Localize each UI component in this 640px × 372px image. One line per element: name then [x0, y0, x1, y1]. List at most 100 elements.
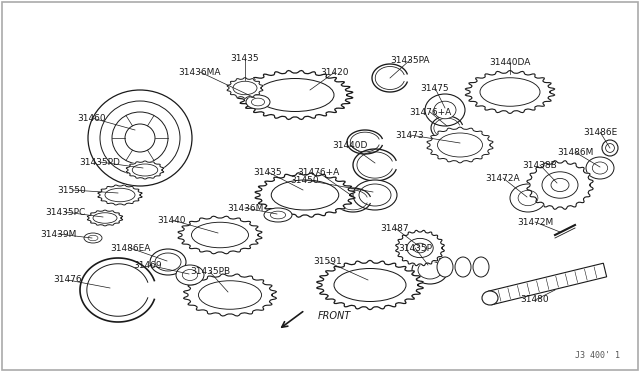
Ellipse shape: [418, 261, 442, 279]
Text: 31476+A: 31476+A: [297, 167, 339, 176]
Ellipse shape: [185, 275, 275, 315]
Polygon shape: [465, 71, 555, 113]
Polygon shape: [178, 216, 262, 254]
Text: 31475: 31475: [420, 83, 449, 93]
Text: 31435PA: 31435PA: [390, 55, 429, 64]
Ellipse shape: [88, 90, 192, 186]
Ellipse shape: [407, 238, 433, 257]
Ellipse shape: [239, 71, 351, 119]
Text: 31472M: 31472M: [517, 218, 553, 227]
Text: 31476: 31476: [54, 276, 83, 285]
Text: 31486M: 31486M: [557, 148, 593, 157]
Polygon shape: [126, 161, 164, 179]
Ellipse shape: [112, 112, 168, 164]
Ellipse shape: [198, 281, 262, 309]
Ellipse shape: [318, 261, 422, 309]
Ellipse shape: [467, 71, 553, 112]
Text: 31435PC: 31435PC: [45, 208, 85, 217]
Ellipse shape: [150, 249, 186, 275]
Ellipse shape: [425, 94, 465, 126]
Ellipse shape: [413, 243, 427, 253]
Polygon shape: [88, 210, 123, 226]
Ellipse shape: [473, 257, 489, 277]
Ellipse shape: [480, 78, 540, 106]
Ellipse shape: [270, 211, 285, 219]
Text: 31435: 31435: [230, 54, 259, 62]
Ellipse shape: [518, 190, 538, 206]
Ellipse shape: [99, 185, 141, 205]
Ellipse shape: [264, 208, 292, 222]
Ellipse shape: [191, 222, 248, 248]
Text: 31450: 31450: [291, 176, 319, 185]
Text: 31435PD: 31435PD: [79, 157, 120, 167]
Text: 31486EA: 31486EA: [110, 244, 150, 253]
Ellipse shape: [271, 180, 339, 210]
Text: 31435P: 31435P: [398, 244, 432, 253]
Ellipse shape: [428, 128, 492, 162]
Ellipse shape: [100, 101, 180, 175]
Text: 31486E: 31486E: [583, 128, 617, 137]
Text: 31440DA: 31440DA: [490, 58, 531, 67]
Ellipse shape: [93, 213, 117, 223]
Polygon shape: [227, 78, 263, 98]
Ellipse shape: [257, 173, 353, 217]
Ellipse shape: [437, 257, 453, 277]
Text: FRONT: FRONT: [318, 311, 351, 321]
Ellipse shape: [176, 265, 204, 285]
Ellipse shape: [155, 253, 181, 271]
Ellipse shape: [434, 101, 456, 119]
Text: 31469: 31469: [134, 260, 163, 269]
Text: 31439M: 31439M: [40, 230, 76, 238]
Polygon shape: [317, 260, 424, 310]
Text: 31460: 31460: [77, 113, 106, 122]
Ellipse shape: [84, 233, 102, 243]
Ellipse shape: [527, 161, 593, 209]
Polygon shape: [427, 127, 493, 163]
Ellipse shape: [256, 78, 334, 112]
Ellipse shape: [542, 172, 578, 198]
Text: 31473: 31473: [396, 131, 424, 140]
Ellipse shape: [179, 217, 261, 253]
Ellipse shape: [359, 184, 391, 206]
Ellipse shape: [228, 78, 262, 98]
Ellipse shape: [586, 157, 614, 179]
Text: 31436M: 31436M: [227, 203, 263, 212]
Ellipse shape: [334, 269, 406, 301]
Polygon shape: [255, 173, 355, 217]
Ellipse shape: [438, 133, 483, 157]
Ellipse shape: [482, 291, 498, 305]
Ellipse shape: [182, 269, 198, 280]
Text: 31435: 31435: [253, 167, 282, 176]
Text: 31438B: 31438B: [523, 160, 557, 170]
Ellipse shape: [412, 256, 448, 284]
Text: J3 400' 1: J3 400' 1: [575, 351, 620, 360]
Text: 31440D: 31440D: [332, 141, 368, 150]
Ellipse shape: [125, 124, 155, 152]
Circle shape: [602, 140, 618, 156]
Ellipse shape: [127, 161, 163, 179]
Text: 31591: 31591: [314, 257, 342, 266]
Text: 31472A: 31472A: [486, 173, 520, 183]
Ellipse shape: [252, 98, 264, 106]
Polygon shape: [237, 71, 353, 119]
Text: 31440: 31440: [157, 215, 186, 224]
Polygon shape: [98, 185, 142, 205]
Ellipse shape: [396, 231, 444, 265]
Polygon shape: [527, 161, 593, 209]
Ellipse shape: [246, 95, 270, 109]
Ellipse shape: [132, 164, 157, 176]
Ellipse shape: [88, 211, 122, 225]
Ellipse shape: [353, 180, 397, 210]
Ellipse shape: [455, 257, 471, 277]
Text: 31480: 31480: [521, 295, 549, 305]
Ellipse shape: [592, 162, 608, 174]
Text: 31420: 31420: [321, 67, 349, 77]
Text: 31436MA: 31436MA: [179, 67, 221, 77]
Ellipse shape: [510, 184, 546, 212]
Ellipse shape: [233, 81, 257, 95]
Ellipse shape: [551, 179, 569, 192]
Text: 31476+A: 31476+A: [409, 108, 451, 116]
Ellipse shape: [88, 235, 98, 241]
Polygon shape: [488, 263, 607, 305]
Polygon shape: [396, 230, 444, 266]
